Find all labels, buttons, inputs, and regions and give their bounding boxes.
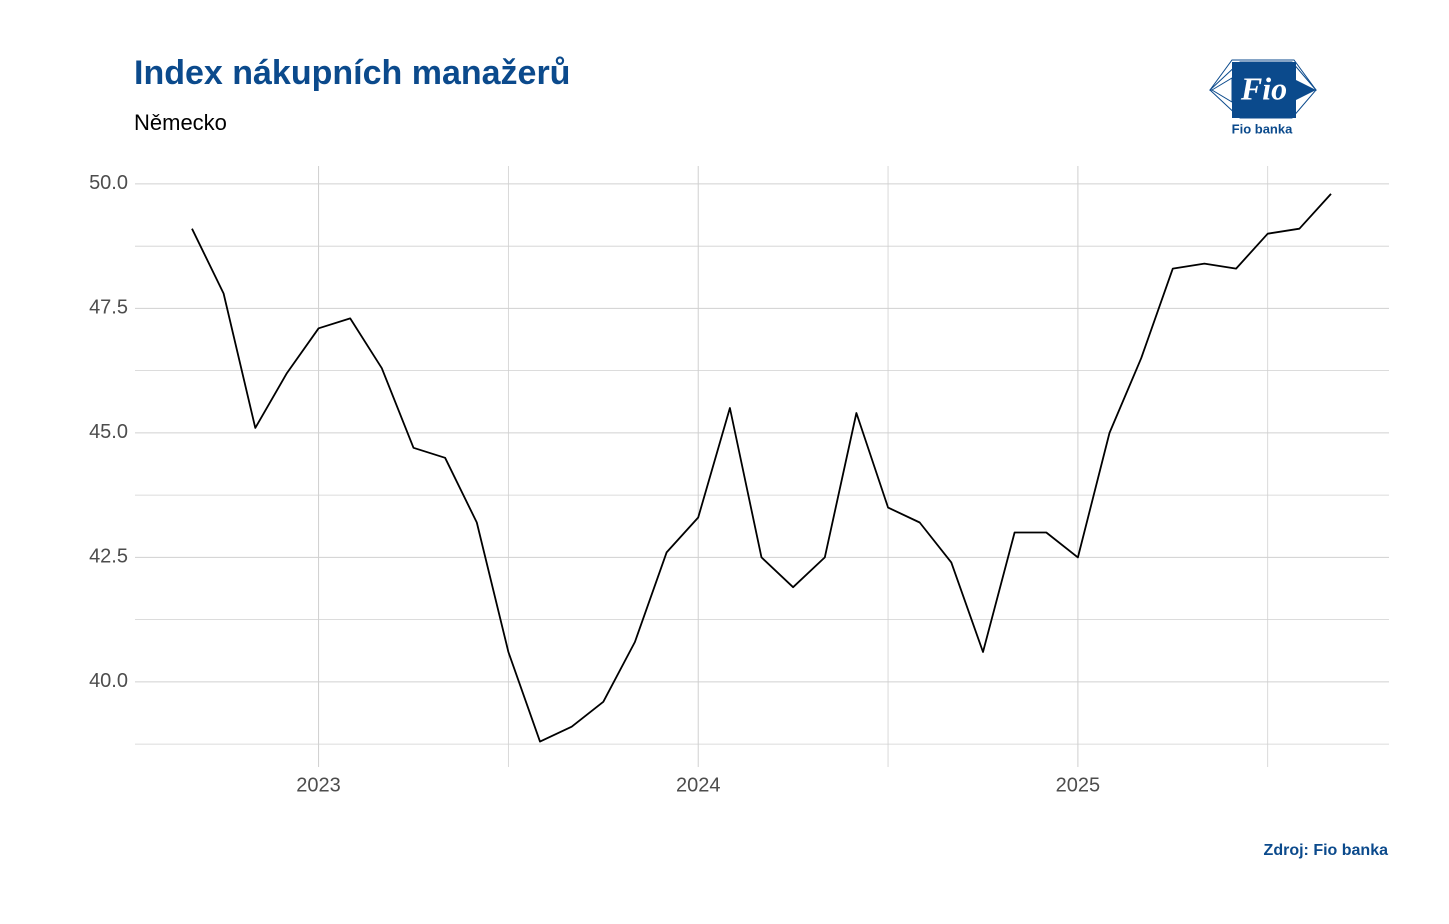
logo-name: Fio banka	[1232, 121, 1293, 136]
line	[191, 193, 1332, 743]
x-tick-label: 2024	[676, 774, 721, 796]
x-tick-label: 2023	[296, 774, 341, 796]
chart-title: Index nákupních manažerů	[134, 54, 570, 92]
y-tick-label: 42.5	[89, 546, 128, 568]
source: Zdroj: Fio banka	[1264, 842, 1389, 859]
y-tick-label: 47.5	[89, 297, 128, 319]
logo: Fio Fio banka	[1209, 59, 1317, 136]
x-tick-label: 2025	[1056, 774, 1101, 796]
y-tick-label: 50.0	[89, 172, 128, 194]
y-tick-label: 45.0	[89, 421, 128, 443]
y-tick-label: 40.0	[89, 670, 128, 692]
logo-mark: Fio	[1240, 70, 1287, 106]
chart-subtitle: Německo	[134, 110, 227, 135]
